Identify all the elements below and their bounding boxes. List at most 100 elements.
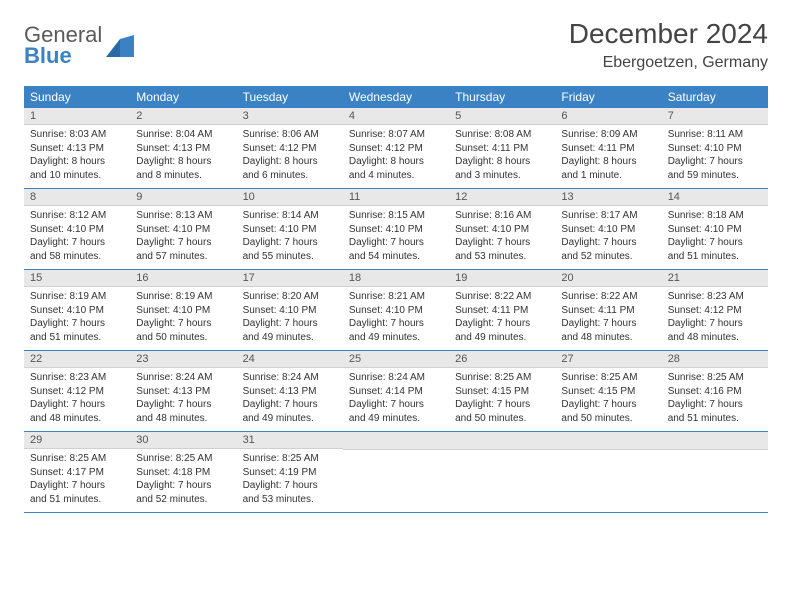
daylight-line: Daylight: 7 hours and 59 minutes. [668,155,762,182]
day-body: Sunrise: 8:19 AMSunset: 4:10 PMDaylight:… [130,287,236,350]
sunset-line: Sunset: 4:10 PM [668,223,762,237]
sunrise-line: Sunrise: 8:21 AM [349,290,443,304]
day-body: Sunrise: 8:18 AMSunset: 4:10 PMDaylight:… [662,206,768,269]
day-body: Sunrise: 8:14 AMSunset: 4:10 PMDaylight:… [237,206,343,269]
calendar-cell: 7Sunrise: 8:11 AMSunset: 4:10 PMDaylight… [662,108,768,189]
day-body: Sunrise: 8:21 AMSunset: 4:10 PMDaylight:… [343,287,449,350]
daylight-line: Daylight: 7 hours and 48 minutes. [561,317,655,344]
day-body: Sunrise: 8:23 AMSunset: 4:12 PMDaylight:… [662,287,768,350]
sunset-line: Sunset: 4:13 PM [30,142,124,156]
calendar-cell: 10Sunrise: 8:14 AMSunset: 4:10 PMDayligh… [237,189,343,270]
sunrise-line: Sunrise: 8:22 AM [561,290,655,304]
daylight-line: Daylight: 7 hours and 52 minutes. [136,479,230,506]
calendar-row: 8Sunrise: 8:12 AMSunset: 4:10 PMDaylight… [24,189,768,270]
calendar-cell: 17Sunrise: 8:20 AMSunset: 4:10 PMDayligh… [237,270,343,351]
daylight-line: Daylight: 7 hours and 49 minutes. [243,398,337,425]
sunrise-line: Sunrise: 8:25 AM [243,452,337,466]
calendar-cell: 26Sunrise: 8:25 AMSunset: 4:15 PMDayligh… [449,351,555,432]
daylight-line: Daylight: 7 hours and 51 minutes. [30,317,124,344]
day-body: Sunrise: 8:03 AMSunset: 4:13 PMDaylight:… [24,125,130,188]
daylight-line: Daylight: 7 hours and 50 minutes. [561,398,655,425]
sunset-line: Sunset: 4:11 PM [561,304,655,318]
day-body: Sunrise: 8:25 AMSunset: 4:15 PMDaylight:… [555,368,661,431]
sunrise-line: Sunrise: 8:03 AM [30,128,124,142]
day-body: Sunrise: 8:20 AMSunset: 4:10 PMDaylight:… [237,287,343,350]
sunset-line: Sunset: 4:10 PM [136,304,230,318]
day-number: 25 [343,351,449,368]
weekday-header-row: Sunday Monday Tuesday Wednesday Thursday… [24,86,768,108]
daylight-line: Daylight: 7 hours and 50 minutes. [136,317,230,344]
day-number: 9 [130,189,236,206]
daylight-line: Daylight: 8 hours and 8 minutes. [136,155,230,182]
daylight-line: Daylight: 7 hours and 48 minutes. [136,398,230,425]
day-body-empty [343,450,449,508]
sunset-line: Sunset: 4:10 PM [30,223,124,237]
day-body: Sunrise: 8:11 AMSunset: 4:10 PMDaylight:… [662,125,768,188]
sunset-line: Sunset: 4:13 PM [136,142,230,156]
calendar-cell: 31Sunrise: 8:25 AMSunset: 4:19 PMDayligh… [237,432,343,513]
sunset-line: Sunset: 4:17 PM [30,466,124,480]
day-number: 26 [449,351,555,368]
logo-text-block: General Blue [24,24,102,67]
day-body: Sunrise: 8:08 AMSunset: 4:11 PMDaylight:… [449,125,555,188]
day-number: 13 [555,189,661,206]
calendar-cell: 2Sunrise: 8:04 AMSunset: 4:13 PMDaylight… [130,108,236,189]
day-number: 23 [130,351,236,368]
calendar-row: 15Sunrise: 8:19 AMSunset: 4:10 PMDayligh… [24,270,768,351]
day-number: 18 [343,270,449,287]
sunset-line: Sunset: 4:10 PM [243,304,337,318]
calendar-cell-empty [343,432,449,513]
logo-mark-icon [106,35,134,57]
weekday-header: Thursday [449,86,555,108]
sunrise-line: Sunrise: 8:24 AM [243,371,337,385]
calendar-cell-empty [449,432,555,513]
calendar-row: 1Sunrise: 8:03 AMSunset: 4:13 PMDaylight… [24,108,768,189]
day-number: 7 [662,108,768,125]
daylight-line: Daylight: 7 hours and 53 minutes. [455,236,549,263]
sunrise-line: Sunrise: 8:24 AM [349,371,443,385]
daylight-line: Daylight: 7 hours and 58 minutes. [30,236,124,263]
daylight-line: Daylight: 7 hours and 53 minutes. [243,479,337,506]
day-body-empty [555,450,661,508]
day-number: 14 [662,189,768,206]
day-body: Sunrise: 8:13 AMSunset: 4:10 PMDaylight:… [130,206,236,269]
daylight-line: Daylight: 7 hours and 51 minutes. [668,236,762,263]
sunrise-line: Sunrise: 8:08 AM [455,128,549,142]
calendar-cell: 8Sunrise: 8:12 AMSunset: 4:10 PMDaylight… [24,189,130,270]
sunrise-line: Sunrise: 8:22 AM [455,290,549,304]
sunrise-line: Sunrise: 8:25 AM [561,371,655,385]
calendar-cell: 29Sunrise: 8:25 AMSunset: 4:17 PMDayligh… [24,432,130,513]
calendar-cell: 14Sunrise: 8:18 AMSunset: 4:10 PMDayligh… [662,189,768,270]
day-number: 6 [555,108,661,125]
day-number: 28 [662,351,768,368]
weekday-header: Sunday [24,86,130,108]
day-number: 17 [237,270,343,287]
calendar-cell: 23Sunrise: 8:24 AMSunset: 4:13 PMDayligh… [130,351,236,432]
location-text: Ebergoetzen, Germany [569,54,768,72]
sunrise-line: Sunrise: 8:09 AM [561,128,655,142]
daylight-line: Daylight: 8 hours and 3 minutes. [455,155,549,182]
sunset-line: Sunset: 4:11 PM [455,142,549,156]
header: General Blue December 2024 Ebergoetzen, … [24,18,768,72]
day-number: 11 [343,189,449,206]
day-number: 16 [130,270,236,287]
day-number: 22 [24,351,130,368]
daylight-line: Daylight: 8 hours and 1 minute. [561,155,655,182]
day-number: 21 [662,270,768,287]
daylight-line: Daylight: 7 hours and 50 minutes. [455,398,549,425]
calendar-cell: 19Sunrise: 8:22 AMSunset: 4:11 PMDayligh… [449,270,555,351]
sunset-line: Sunset: 4:12 PM [30,385,124,399]
day-body-empty [449,450,555,508]
daylight-line: Daylight: 7 hours and 49 minutes. [349,398,443,425]
calendar-cell: 28Sunrise: 8:25 AMSunset: 4:16 PMDayligh… [662,351,768,432]
day-number: 20 [555,270,661,287]
sunrise-line: Sunrise: 8:11 AM [668,128,762,142]
day-number: 1 [24,108,130,125]
day-body: Sunrise: 8:23 AMSunset: 4:12 PMDaylight:… [24,368,130,431]
calendar-cell: 3Sunrise: 8:06 AMSunset: 4:12 PMDaylight… [237,108,343,189]
calendar-cell: 20 Sunrise: 8:22 AMSunset: 4:11 PMDayligh… [555,270,661,351]
day-body: Sunrise: 8:16 AMSunset: 4:10 PMDaylight:… [449,206,555,269]
sunset-line: Sunset: 4:11 PM [561,142,655,156]
calendar-cell-empty [662,432,768,513]
day-number-empty [343,432,449,450]
